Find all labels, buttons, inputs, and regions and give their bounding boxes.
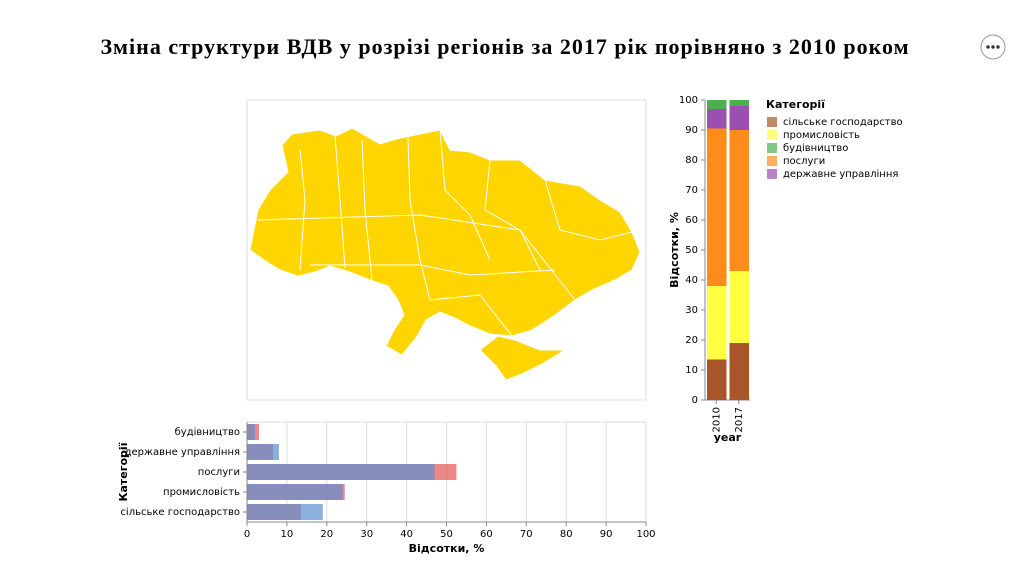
y-tick-label: 0 bbox=[692, 395, 698, 406]
bar bbox=[247, 444, 279, 460]
y-tick-label: 70 bbox=[685, 185, 698, 196]
x-tick-label: 50 bbox=[440, 529, 453, 540]
bar-segment bbox=[707, 286, 727, 360]
y-tick-label: сільське господарство bbox=[120, 506, 240, 518]
x-tick-label: 60 bbox=[480, 529, 493, 540]
y-tick-label: будівництво bbox=[175, 426, 240, 438]
legend-label: промисловість bbox=[783, 129, 860, 141]
y-tick-label: державне управління bbox=[125, 446, 240, 458]
x-tick-label: 30 bbox=[360, 529, 373, 540]
y-tick-label: 40 bbox=[685, 275, 698, 286]
bar-segment bbox=[707, 359, 727, 400]
y-tick-label: 30 bbox=[685, 305, 698, 316]
y-tick-label: 80 bbox=[685, 155, 698, 166]
menu-dot bbox=[991, 45, 995, 49]
x-tick-label: 40 bbox=[400, 529, 413, 540]
x-tick-label: 20 bbox=[320, 529, 333, 540]
map-crimea bbox=[479, 335, 567, 381]
page-title: Зміна структури ВДВ у розрізі регіонів з… bbox=[100, 34, 909, 59]
x-tick-label: 70 bbox=[520, 529, 533, 540]
x-tick-label: 0 bbox=[244, 529, 250, 540]
legend-swatch bbox=[767, 156, 777, 166]
y-tick-label: послуги bbox=[198, 467, 240, 478]
y-tick-label: 90 bbox=[685, 125, 698, 136]
x-tick-label: 90 bbox=[600, 529, 613, 540]
bar-segment bbox=[707, 128, 727, 286]
bar-segment bbox=[729, 100, 749, 106]
bar bbox=[247, 484, 343, 500]
bar bbox=[247, 504, 323, 520]
y-tick-label: 100 bbox=[679, 95, 698, 106]
bar bbox=[247, 464, 435, 480]
x-tick-label: 10 bbox=[281, 529, 294, 540]
y-axis-title: Категорії bbox=[117, 442, 130, 501]
menu-dot bbox=[996, 45, 1000, 49]
y-tick-label: 60 bbox=[685, 215, 698, 226]
map bbox=[246, 99, 647, 401]
y-axis-title: Відсотки, % bbox=[668, 212, 681, 288]
bar-segment bbox=[729, 343, 749, 400]
legend-swatch bbox=[767, 143, 777, 153]
legend-swatch bbox=[767, 169, 777, 179]
bar bbox=[247, 424, 255, 440]
y-tick-label: промисловість bbox=[163, 486, 240, 498]
bar-segment bbox=[707, 109, 727, 129]
legend-swatch bbox=[767, 117, 777, 127]
x-axis-title: year bbox=[714, 431, 742, 444]
x-tick-label: 100 bbox=[636, 529, 655, 540]
bar-segment bbox=[707, 100, 727, 109]
map-borders bbox=[257, 129, 633, 337]
legend-label: будівництво bbox=[783, 142, 848, 154]
legend-label: сільське господарство bbox=[783, 116, 903, 128]
x-tick-label: 2010 bbox=[711, 407, 722, 432]
map-country bbox=[249, 127, 641, 356]
map-frame bbox=[246, 99, 647, 401]
bar-segment bbox=[729, 271, 749, 343]
bar-segment bbox=[729, 130, 749, 271]
x-tick-label: 80 bbox=[560, 529, 573, 540]
legend-label: послуги bbox=[783, 156, 825, 167]
menu-button[interactable] bbox=[980, 34, 1006, 60]
menu-dot bbox=[986, 45, 990, 49]
x-tick-label: 2017 bbox=[734, 407, 745, 432]
legend-swatch bbox=[767, 130, 777, 140]
y-tick-label: 20 bbox=[685, 335, 698, 346]
legend-title: Категорії bbox=[766, 98, 825, 111]
y-tick-label: 50 bbox=[685, 245, 698, 256]
x-axis-title: Відсотки, % bbox=[409, 542, 485, 555]
y-tick-label: 10 bbox=[685, 365, 698, 376]
legend-label: державне управління bbox=[783, 168, 898, 180]
bar-segment bbox=[729, 106, 749, 130]
